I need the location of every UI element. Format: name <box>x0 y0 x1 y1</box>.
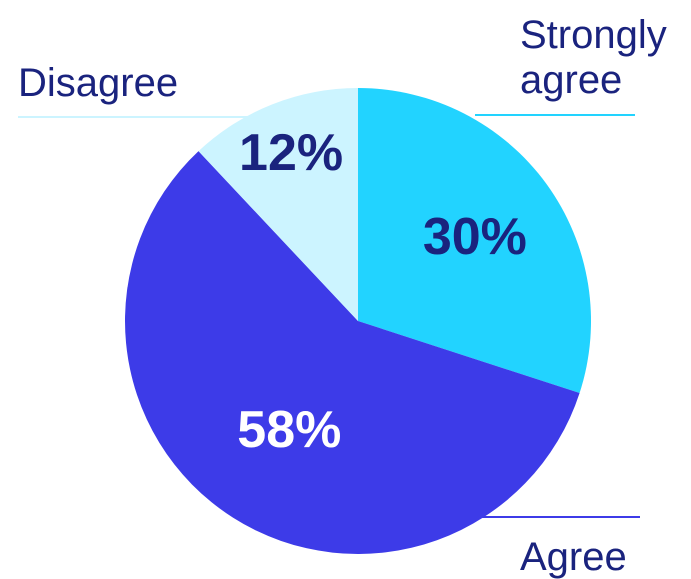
pie-slice-agree <box>125 151 580 554</box>
slice-name-strongly-agree-line-2: agree <box>520 58 622 102</box>
value-label-agree: 58% <box>237 401 341 459</box>
value-label-disagree: 12% <box>239 124 343 182</box>
value-labels: 30% 58% 12% <box>237 124 527 459</box>
leader-lines <box>18 114 640 518</box>
pie-slice-disagree <box>198 88 358 321</box>
slice-name-disagree: Disagree <box>18 61 178 105</box>
slice-name-agree: Agree <box>520 535 627 579</box>
value-label-strongly-agree: 30% <box>423 208 527 266</box>
pie-slice-strongly-agree <box>358 88 591 394</box>
slice-name-strongly-agree-line-1: Strongly <box>520 13 667 57</box>
pie-slices <box>125 88 591 554</box>
